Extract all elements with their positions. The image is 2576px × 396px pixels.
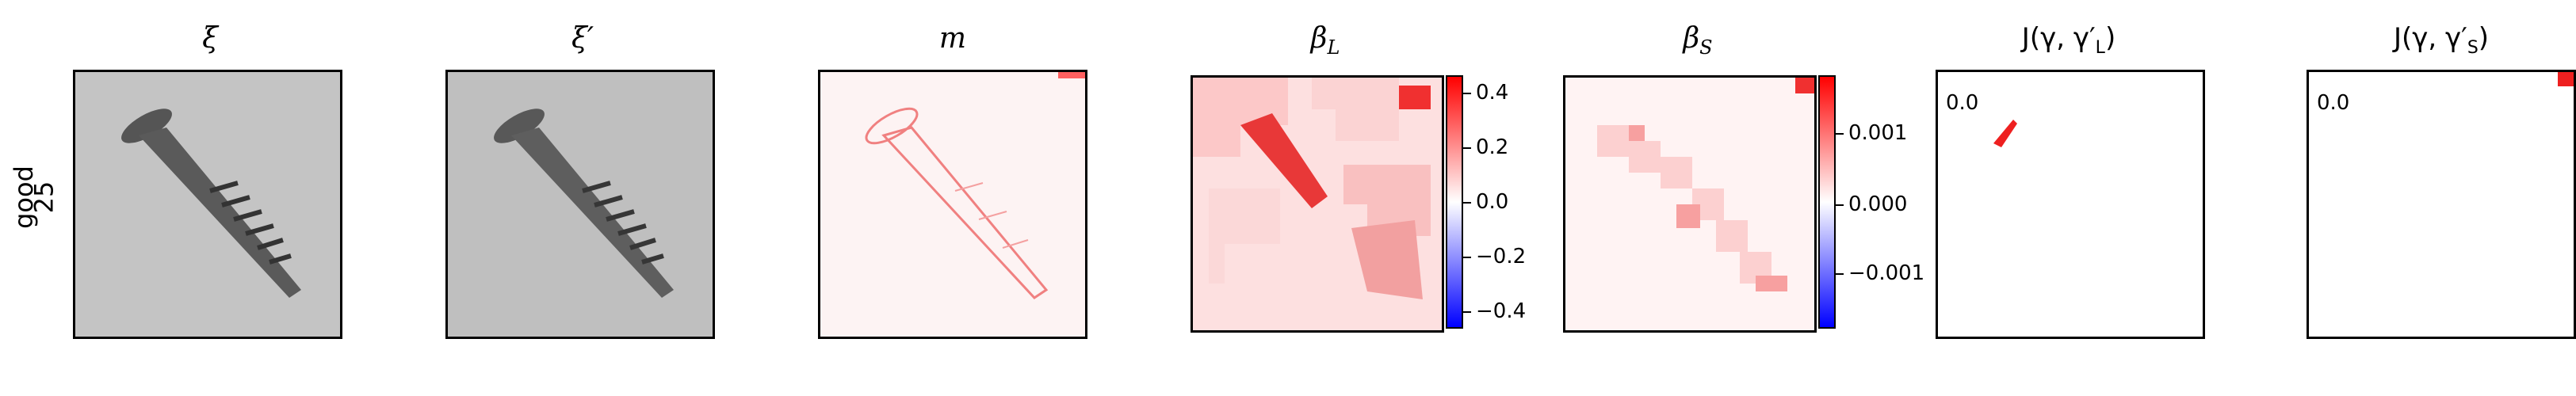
tick-beta-L-4: −0.4 <box>1476 299 1527 323</box>
beta-S-map <box>1565 78 1814 330</box>
colorbar-beta-L <box>1446 75 1463 329</box>
title-xi: ξ <box>202 22 218 55</box>
panel-J-L: 0.0 <box>1936 70 2205 339</box>
panel-J-S: 0.0 <box>2307 70 2576 339</box>
tick-beta-S-0: 0.001 <box>1848 121 1908 145</box>
tick-beta-L-0: 0.4 <box>1476 81 1509 105</box>
title-J-S: J(γ, γ′S) <box>2393 22 2490 58</box>
tick-beta-S-1: 0.000 <box>1848 192 1908 216</box>
J-S-map <box>2558 72 2574 86</box>
title-beta-L: βL <box>1310 22 1340 59</box>
panel-xi-image <box>73 70 342 339</box>
title-J-L: J(γ, γ′L) <box>2021 22 2116 58</box>
colorbar-beta-S <box>1818 75 1836 329</box>
panel-xi-prime-image <box>445 70 715 339</box>
tick-beta-L-2: 0.0 <box>1476 190 1509 214</box>
beta-L-map <box>1193 78 1442 330</box>
tick-beta-L-1: 0.2 <box>1476 135 1509 159</box>
title-m: m <box>938 22 967 55</box>
J-L-value: 0.0 <box>1946 91 1979 115</box>
mask-map <box>820 72 1085 337</box>
panel-m-mask <box>818 70 1087 339</box>
screw-image <box>75 72 340 337</box>
J-S-value: 0.0 <box>2317 91 2350 115</box>
title-beta-S: βS <box>1683 22 1713 59</box>
tick-beta-L-3: −0.2 <box>1476 245 1527 268</box>
title-xi-prime: ξ′ <box>571 22 594 55</box>
panel-beta-S <box>1563 75 1817 333</box>
panel-beta-L <box>1191 75 1444 333</box>
row-label-index: 25 <box>29 181 59 214</box>
screw-image-prime <box>448 72 713 337</box>
tick-beta-S-2: −0.001 <box>1848 261 1925 285</box>
J-L-map <box>1993 120 2017 147</box>
